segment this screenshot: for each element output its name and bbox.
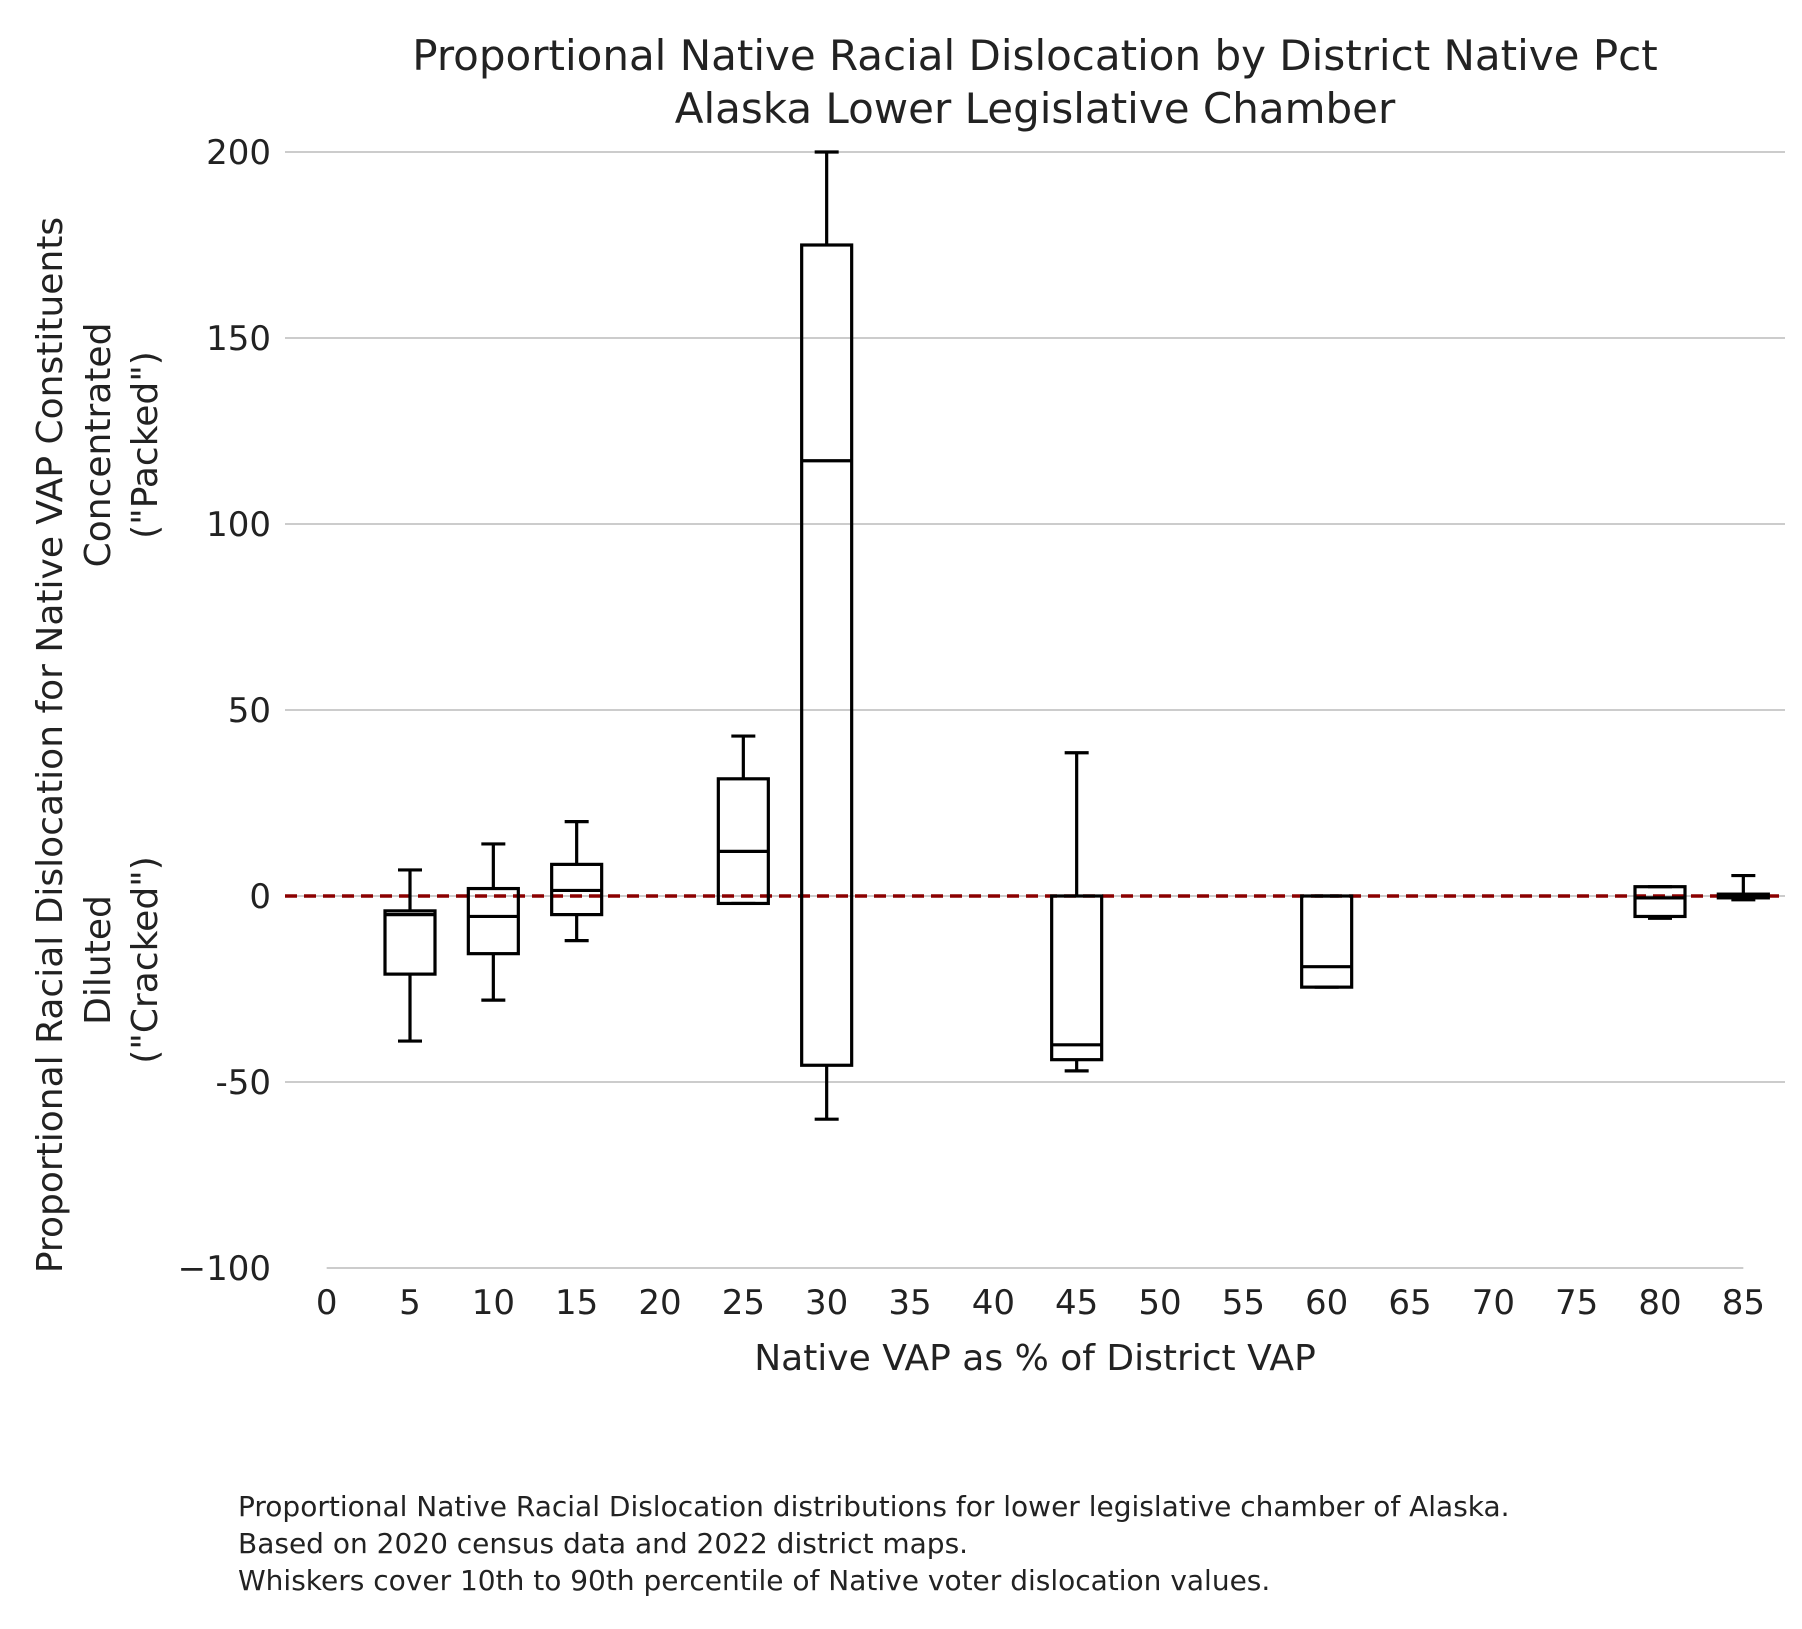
box-group (466, 842, 520, 1002)
y-tick-label: −100 (178, 1249, 271, 1289)
x-tick-label: 80 (1638, 1283, 1681, 1323)
chart-title-line-2: Alaska Lower Legislative Chamber (675, 84, 1396, 133)
box-group (716, 734, 770, 906)
x-tick-label: 5 (399, 1283, 421, 1323)
y-axis-label: Proportional Racial Dislocation for Nati… (30, 217, 166, 1273)
x-tick-label: 75 (1555, 1283, 1598, 1323)
box (800, 243, 854, 1067)
box-group (1300, 894, 1354, 989)
x-tick-label: 50 (1138, 1283, 1181, 1323)
y-axis-label-line-1: Proportional Racial Dislocation for Nati… (30, 217, 71, 1273)
y-axis-label-packed: Concentrated (78, 323, 119, 568)
gridlines (285, 151, 1785, 1269)
y-tick-label: -50 (215, 1063, 271, 1103)
x-tick-label: 30 (805, 1283, 848, 1323)
box (383, 909, 437, 976)
chart-title: Proportional Native Racial Dislocation b… (412, 31, 1658, 133)
x-tick-label: 60 (1305, 1283, 1348, 1323)
y-axis-label-diluted: Diluted (78, 895, 119, 1025)
x-tick-label: 25 (722, 1283, 765, 1323)
y-tick-label: 100 (206, 505, 271, 545)
y-axis-label-packed-paren: ("Packed") (125, 351, 166, 539)
x-tick-label: 45 (1055, 1283, 1098, 1323)
x-tick-label: 85 (1722, 1283, 1765, 1323)
y-tick-label: 0 (249, 877, 271, 917)
box-group (1050, 751, 1104, 1073)
box (1300, 894, 1354, 989)
box-group (550, 819, 604, 943)
box (716, 777, 770, 906)
x-tick-label: 35 (888, 1283, 931, 1323)
y-tick-label: 50 (228, 691, 271, 731)
x-tick-label: 70 (1472, 1283, 1515, 1323)
x-tick-label: 0 (316, 1283, 338, 1323)
chart-title-line-1: Proportional Native Racial Dislocation b… (412, 31, 1658, 80)
y-axis-ticks: 200 150 100 50 0 -50 −100 (178, 133, 271, 1289)
x-axis-ticks: 0 5 10 15 20 25 30 35 40 45 50 55 60 65 70 75 80 85 (316, 1283, 1765, 1323)
x-tick-label: 65 (1388, 1283, 1431, 1323)
box (466, 886, 520, 956)
x-tick-label: 55 (1222, 1283, 1265, 1323)
chart-caption: Proportional Native Racial Dislocation d… (238, 1488, 1510, 1599)
y-tick-label: 200 (206, 133, 271, 173)
box (1050, 894, 1104, 1062)
box-group (1633, 885, 1687, 920)
box (1633, 885, 1687, 919)
x-tick-label: 20 (638, 1283, 681, 1323)
caption-line-2: Based on 2020 census data and 2022 distr… (238, 1527, 969, 1560)
box-group (800, 150, 854, 1121)
x-tick-label: 40 (972, 1283, 1015, 1323)
box-group (383, 868, 437, 1043)
caption-line-3: Whiskers cover 10th to 90th percentile o… (238, 1564, 1271, 1597)
boxplots (383, 150, 1770, 1121)
y-tick-label: 150 (206, 319, 271, 359)
x-axis-label: Native VAP as % of District VAP (754, 1338, 1316, 1379)
y-axis-label-cracked-paren: ("Cracked") (125, 856, 166, 1064)
box-group (1716, 873, 1770, 902)
x-tick-label: 15 (555, 1283, 598, 1323)
x-tick-label: 10 (472, 1283, 515, 1323)
caption-line-1: Proportional Native Racial Dislocation d… (238, 1490, 1510, 1523)
